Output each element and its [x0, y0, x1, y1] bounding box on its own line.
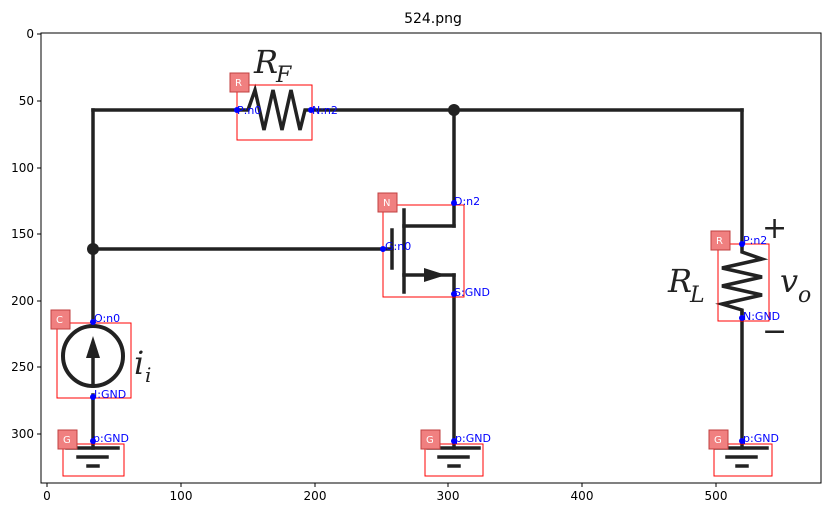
component-badge: G — [63, 435, 71, 446]
pin-label: p:GND — [93, 432, 129, 445]
x-tick-label: 400 — [571, 489, 594, 503]
x-tick-label: 200 — [304, 489, 327, 503]
y-tick-label: 50 — [19, 94, 34, 108]
component-badge: G — [714, 435, 722, 446]
axes-frame — [40, 32, 822, 484]
component-badge: G — [426, 435, 434, 446]
rl-label: R — [667, 262, 692, 300]
pin-label: p:GND — [455, 432, 491, 445]
component-badge: C — [56, 315, 63, 326]
pin-label: G:n0 — [385, 240, 411, 253]
annotation-rl: R P:n2 N:GND — [710, 230, 780, 323]
pin-label: S:GND — [454, 286, 490, 299]
rf-label: R — [253, 43, 278, 81]
y-tick-label: 0 — [26, 27, 34, 41]
annotation-current-source: C O:n0 I:GND — [50, 309, 132, 401]
pin-label: N:n2 — [312, 104, 338, 117]
current-source: i i — [61, 324, 151, 388]
component-badge: R — [235, 78, 242, 89]
y-tick-label: 150 — [11, 227, 34, 241]
x-axis: 0 100 200 300 400 500 — [43, 483, 727, 503]
annotation-ground-2: G p:GND — [420, 429, 491, 477]
pin-label: P:n2 — [743, 234, 767, 247]
vo-subscript: o — [798, 283, 811, 308]
ii-label: i — [134, 344, 144, 382]
arrow-up-icon — [86, 336, 100, 358]
pin-label: D:n2 — [454, 195, 480, 208]
pin-label: N:GND — [743, 310, 780, 323]
junction-node — [448, 104, 460, 116]
component-badge: N — [383, 198, 390, 209]
pin-label: O:n0 — [94, 312, 120, 325]
y-tick-label: 250 — [11, 360, 34, 374]
x-tick-label: 300 — [437, 489, 460, 503]
annotation-rf: R P:n0 N:n2 — [229, 72, 338, 141]
annotation-mosfet: N D:n2 G:n0 S:GND — [377, 192, 490, 299]
pin-label: p:GND — [743, 432, 779, 445]
annotation-ground-1: G p:GND — [57, 429, 129, 477]
rl-subscript: L — [689, 283, 705, 308]
plus-sign: + — [762, 211, 787, 246]
y-tick-label: 300 — [11, 427, 34, 441]
arrow-icon — [424, 268, 446, 282]
junction-node — [87, 243, 99, 255]
component-badge: R — [716, 236, 723, 247]
y-axis: 0 50 100 150 200 250 300 — [11, 27, 41, 441]
y-tick-label: 200 — [11, 294, 34, 308]
rf-subscript: F — [275, 63, 292, 88]
pin-label: I:GND — [94, 388, 126, 401]
x-tick-label: 100 — [170, 489, 193, 503]
feedback-resistor: R F — [236, 43, 314, 131]
load-resistor: R L v o + − — [667, 211, 811, 349]
pin-label: P:n0 — [237, 104, 261, 117]
minus-sign: − — [762, 314, 787, 349]
nmos-transistor — [381, 208, 446, 294]
x-tick-label: 0 — [43, 489, 51, 503]
x-tick-label: 500 — [705, 489, 728, 503]
vo-label: v — [780, 262, 798, 300]
annotation-ground-3: G p:GND — [708, 429, 779, 477]
ii-subscript: i — [145, 363, 151, 387]
y-tick-label: 100 — [11, 161, 34, 175]
figure-title: 524.png — [404, 11, 462, 27]
